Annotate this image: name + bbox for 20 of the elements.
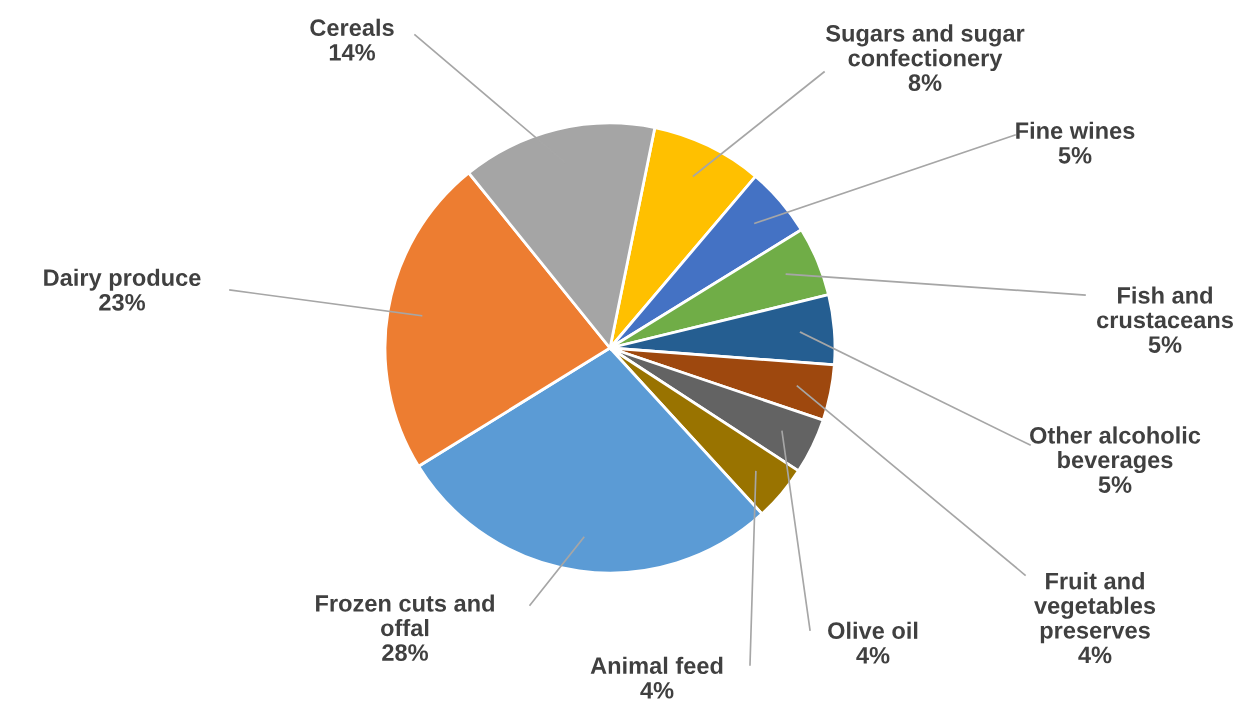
data-label: 28% — [382, 644, 429, 661]
data-label: 5% — [1148, 336, 1182, 353]
slice-label: Other alcoholic beverages — [1030, 426, 1201, 474]
data-label: 23% — [99, 293, 146, 311]
data-label: 5% — [1058, 146, 1092, 164]
slice-label: Fruit and vegetables preserves — [1034, 572, 1156, 644]
slice-label: Animal feed — [590, 656, 723, 675]
data-label: 4% — [856, 646, 890, 664]
data-label: 4% — [640, 681, 674, 699]
slice-label: Sugars and sugar confectionery — [825, 24, 1025, 72]
data-label: 4% — [1078, 646, 1112, 664]
slice-label: Olive oil — [828, 621, 918, 640]
data-label: 8% — [908, 74, 942, 91]
slice-label: Dairy produce — [44, 268, 201, 291]
data-label: 5% — [1098, 476, 1132, 493]
slice-label: Frozen cuts and offal — [316, 594, 494, 637]
slice-label: Fish and crustaceans — [1097, 286, 1233, 329]
data-label: 14% — [329, 43, 376, 61]
slice-label: Fine wines — [1016, 121, 1135, 140]
slice-label: Cereals — [310, 18, 394, 37]
